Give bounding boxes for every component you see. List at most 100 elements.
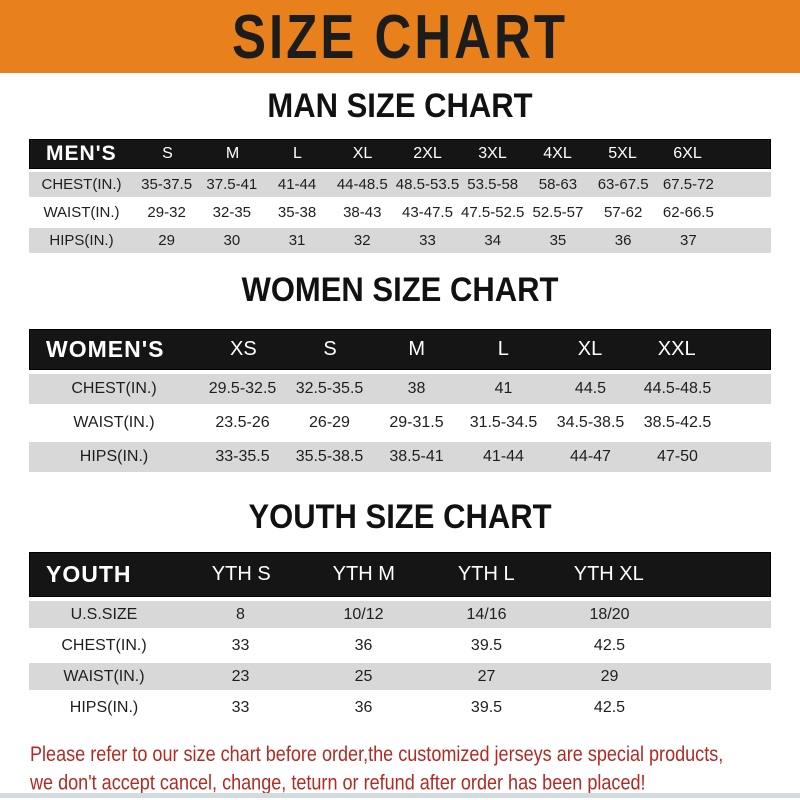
- size-value: 63-67.5: [597, 176, 649, 193]
- size-column-header: M: [408, 338, 426, 360]
- size-column-header: 3XL: [478, 145, 507, 162]
- size-value: 44-48.5: [336, 176, 388, 193]
- size-value: 31: [288, 232, 306, 249]
- size-value: 32-35: [212, 204, 252, 221]
- size-value: 35-38: [277, 204, 317, 221]
- table-corner-label: MEN'S: [46, 142, 117, 165]
- size-value: 34: [484, 232, 502, 249]
- size-value: 62-66.5: [662, 204, 714, 221]
- man-size-chart-heading: MAN SIZE CHART: [267, 85, 533, 126]
- size-column-header: YTH L: [457, 563, 515, 585]
- table-row: CHEST(IN.) 29.5-32.5 32.5-35.5 38 41 44.5 44.5…: [29, 374, 771, 404]
- size-column-header: 6XL: [673, 145, 702, 162]
- row-label: HIPS(IN.): [79, 448, 149, 465]
- table-header-row: YOUTH YTH S YTH M YTH L YTH XL: [29, 552, 771, 597]
- row-label: WAIST(IN.): [63, 667, 145, 685]
- size-value: 41-44: [277, 176, 317, 193]
- size-value: 36: [614, 232, 632, 249]
- size-value: 39.5: [470, 636, 503, 654]
- table-row: WAIST(IN.) 23 25 27 29: [29, 663, 771, 690]
- size-value: 31.5-34.5: [469, 414, 538, 431]
- size-value: 35.5-38.5: [295, 448, 364, 465]
- size-value: 43-47.5: [402, 204, 453, 221]
- size-value: 30: [223, 232, 241, 249]
- size-column-header: L: [497, 338, 509, 360]
- size-value: 37.5-41: [206, 176, 258, 193]
- table-corner-label: YOUTH: [46, 561, 132, 587]
- women-size-chart-heading: WOMEN SIZE CHART: [241, 269, 559, 310]
- table-row: HIPS(IN.) 33 36 39.5 42.5: [29, 694, 771, 721]
- row-label: CHEST(IN.): [61, 636, 147, 654]
- women-size-table: WOMEN'S XS S M L XL XXL CHEST(IN.) 29.5-32.5 32.5…: [29, 329, 771, 472]
- row-label: CHEST(IN.): [71, 380, 157, 397]
- size-column-header: 2XL: [413, 145, 442, 162]
- size-value: 8: [236, 605, 245, 623]
- row-label: HIPS(IN.): [49, 232, 114, 249]
- size-column-header: XL: [577, 338, 603, 360]
- size-value: 58-63: [538, 176, 578, 193]
- size-value: 44-47: [570, 448, 611, 465]
- size-chart-banner: SIZE CHART: [0, 0, 800, 73]
- row-label: U.S.SIZE: [70, 605, 138, 623]
- bottom-edge-divider: [0, 793, 800, 798]
- youth-size-table: YOUTH YTH S YTH M YTH L YTH XL U.S.SIZE 8 10/12…: [29, 552, 771, 721]
- size-value: 38: [407, 380, 426, 397]
- size-column-header: YTH S: [211, 563, 271, 585]
- size-value: 37: [680, 232, 697, 249]
- size-column-header: YTH XL: [573, 563, 644, 585]
- size-value: 29-31.5: [389, 414, 444, 431]
- size-value: 57-62: [603, 204, 643, 221]
- size-value: 42.5: [593, 698, 626, 716]
- size-column-header: XXL: [657, 338, 696, 360]
- size-value: 32: [353, 232, 371, 249]
- size-value: 23: [231, 667, 250, 685]
- table-row: CHEST(IN.) 35-37.5 37.5-41 41-44 44-48.5 48.5…: [29, 172, 771, 197]
- size-value: 48.5-53.5: [395, 176, 460, 193]
- size-value: 39.5: [470, 698, 503, 716]
- size-column-header: S: [162, 145, 173, 162]
- size-value: 47-50: [657, 448, 698, 465]
- size-value: 25: [354, 667, 373, 685]
- men-size-table: MEN'S S M L XL 2XL 3XL 4XL 5XL 6XL CHEST(IN.) 35-37…: [29, 139, 771, 253]
- size-value: 29-32: [147, 204, 186, 221]
- size-value: 53.5-58: [467, 176, 519, 193]
- size-value: 44.5-48.5: [643, 380, 712, 397]
- disclaimer-line-1: Please refer to our size chart before or…: [30, 743, 724, 767]
- size-value: 29.5-32.5: [208, 380, 277, 397]
- size-column-header: L: [293, 145, 302, 162]
- row-label: HIPS(IN.): [69, 698, 139, 716]
- table-row: HIPS(IN.) 33-35.5 35.5-38.5 38.5-41 41-44 44-…: [29, 442, 771, 472]
- table-header-row: WOMEN'S XS S M L XL XXL: [29, 329, 771, 370]
- size-value: 35-37.5: [141, 176, 193, 193]
- size-value: 41: [494, 380, 513, 397]
- row-label: WAIST(IN.): [43, 204, 120, 221]
- size-value: 67.5-72: [662, 176, 714, 193]
- table-corner-label: WOMEN'S: [46, 336, 165, 362]
- size-value: 33: [231, 698, 250, 716]
- row-label: WAIST(IN.): [73, 414, 155, 431]
- size-value: 33: [419, 232, 436, 249]
- size-value: 26-29: [309, 414, 350, 431]
- size-value: 36: [354, 698, 373, 716]
- disclaimer-text: Please refer to our size chart before or…: [30, 741, 762, 798]
- size-value: 41-44: [483, 448, 524, 465]
- size-value: 33: [231, 636, 250, 654]
- size-value: 34.5-38.5: [556, 414, 625, 431]
- size-value: 47.5-52.5: [461, 204, 525, 221]
- size-value: 35: [549, 232, 567, 249]
- size-value: 14/16: [466, 605, 507, 623]
- youth-size-chart-heading: YOUTH SIZE CHART: [248, 496, 552, 537]
- size-column-header: YTH M: [332, 563, 395, 585]
- size-value: 33-35.5: [215, 448, 270, 465]
- size-column-header: S: [323, 338, 337, 360]
- size-column-header: M: [225, 145, 240, 162]
- size-column-header: 5XL: [608, 145, 637, 162]
- size-value: 27: [477, 667, 496, 685]
- table-header-row: MEN'S S M L XL 2XL 3XL 4XL 5XL 6XL: [29, 139, 771, 169]
- table-row: CHEST(IN.) 33 36 39.5 42.5: [29, 632, 771, 659]
- size-value: 38.5-42.5: [643, 414, 712, 431]
- size-column-header: XS: [229, 338, 257, 360]
- table-row: WAIST(IN.) 23.5-26 26-29 29-31.5 31.5-34.5 34…: [29, 408, 771, 438]
- size-value: 29: [158, 232, 175, 249]
- size-value: 23.5-26: [215, 414, 270, 431]
